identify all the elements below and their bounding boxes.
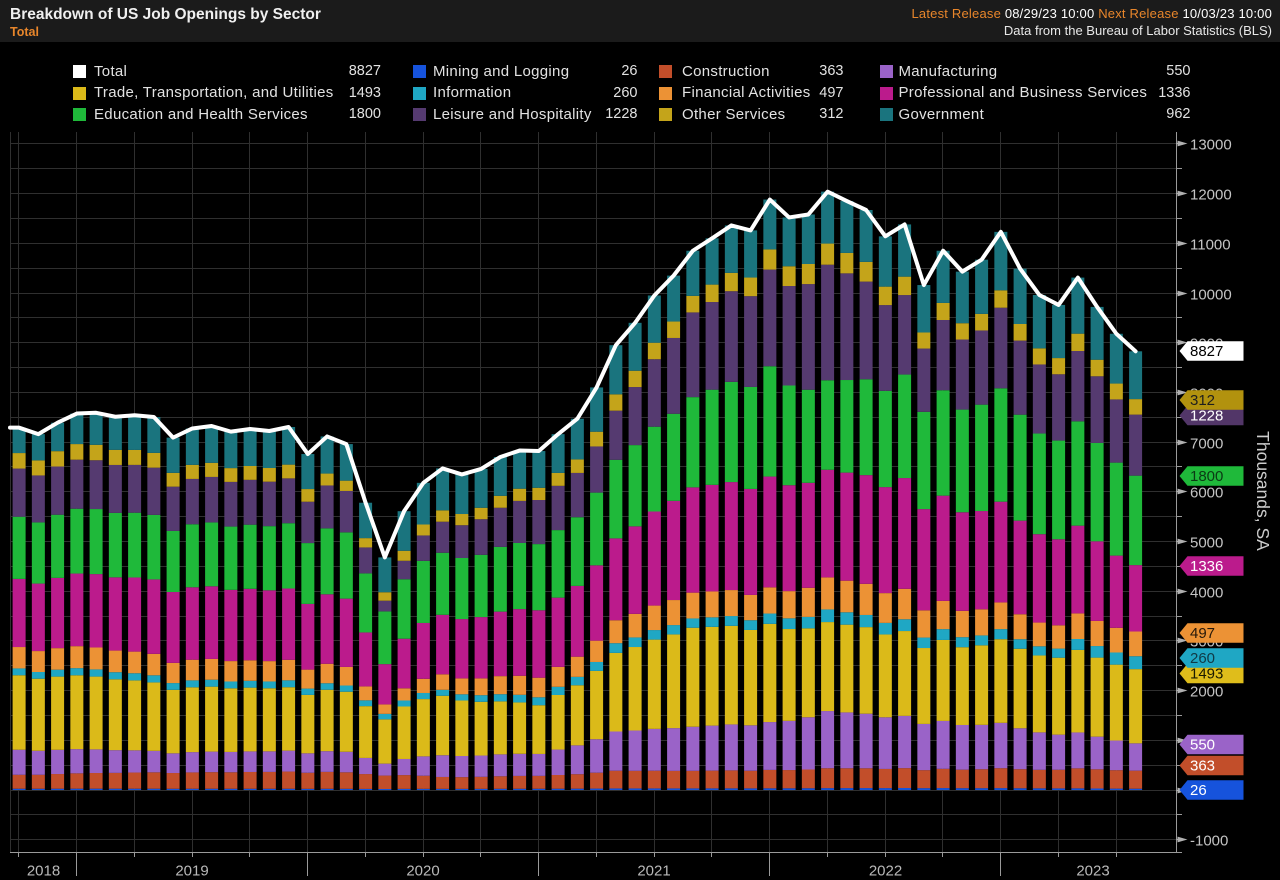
svg-text:1336: 1336 bbox=[1190, 558, 1223, 575]
svg-text:497: 497 bbox=[1190, 625, 1215, 642]
svg-text:10000: 10000 bbox=[1190, 287, 1232, 304]
svg-text:2023: 2023 bbox=[1076, 863, 1109, 880]
svg-text:8827: 8827 bbox=[1190, 343, 1223, 360]
svg-text:2021: 2021 bbox=[637, 863, 670, 880]
svg-text:26: 26 bbox=[1190, 782, 1207, 799]
svg-text:11000: 11000 bbox=[1190, 237, 1231, 254]
svg-text:363: 363 bbox=[1190, 758, 1215, 775]
svg-text:4000: 4000 bbox=[1190, 585, 1223, 602]
svg-text:2019: 2019 bbox=[175, 863, 208, 880]
svg-text:6000: 6000 bbox=[1190, 485, 1223, 502]
svg-text:-1000: -1000 bbox=[1190, 833, 1228, 850]
svg-text:550: 550 bbox=[1190, 737, 1215, 754]
svg-text:Thousands, SA: Thousands, SA bbox=[1253, 431, 1273, 551]
svg-text:2018: 2018 bbox=[27, 863, 60, 880]
svg-text:1800: 1800 bbox=[1190, 468, 1223, 485]
svg-text:1228: 1228 bbox=[1190, 408, 1223, 425]
svg-text:2022: 2022 bbox=[869, 863, 902, 880]
svg-text:13000: 13000 bbox=[1190, 137, 1232, 154]
svg-text:5000: 5000 bbox=[1190, 535, 1223, 552]
svg-text:1493: 1493 bbox=[1190, 666, 1223, 683]
svg-text:12000: 12000 bbox=[1190, 187, 1232, 204]
svg-text:312: 312 bbox=[1190, 392, 1215, 409]
svg-text:7000: 7000 bbox=[1190, 436, 1223, 453]
svg-text:2020: 2020 bbox=[406, 863, 439, 880]
svg-text:260: 260 bbox=[1190, 650, 1215, 667]
svg-text:2000: 2000 bbox=[1190, 684, 1223, 701]
